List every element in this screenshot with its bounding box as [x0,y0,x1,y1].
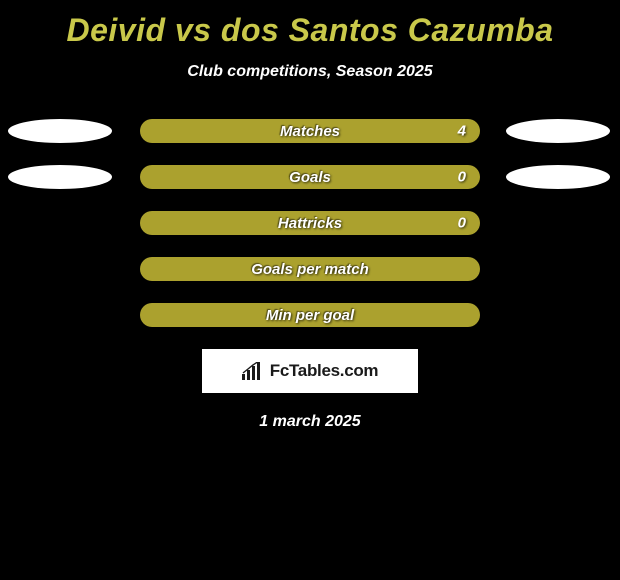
brand-chart-icon [242,362,264,380]
stat-value: 0 [458,169,466,186]
stat-label: Goals [289,169,331,186]
stat-rows: Matches 4 Goals 0 Hattricks 0 Goals per match M… [0,119,620,327]
stat-row: Goals per match [0,257,620,281]
brand-badge: FcTables.com [202,349,418,393]
stat-value: 0 [458,215,466,232]
player-right-indicator [506,119,610,143]
brand-text: FcTables.com [270,361,379,381]
date-text: 1 march 2025 [0,413,620,431]
stat-bar: Goals per match [140,257,480,281]
stat-label: Goals per match [251,261,369,278]
stat-row: Matches 4 [0,119,620,143]
player-left-indicator [8,119,112,143]
stat-bar: Matches 4 [140,119,480,143]
stat-row: Goals 0 [0,165,620,189]
player-right-indicator [506,165,610,189]
stat-row: Hattricks 0 [0,211,620,235]
stat-label: Min per goal [266,307,354,324]
stat-bar: Min per goal [140,303,480,327]
stat-bar: Goals 0 [140,165,480,189]
comparison-title: Deivid vs dos Santos Cazumba [0,0,620,49]
stat-bar: Hattricks 0 [140,211,480,235]
player-left-indicator [8,165,112,189]
comparison-subtitle: Club competitions, Season 2025 [0,63,620,81]
stat-label: Matches [280,123,340,140]
stat-label: Hattricks [278,215,342,232]
stat-value: 4 [458,123,466,140]
stat-row: Min per goal [0,303,620,327]
